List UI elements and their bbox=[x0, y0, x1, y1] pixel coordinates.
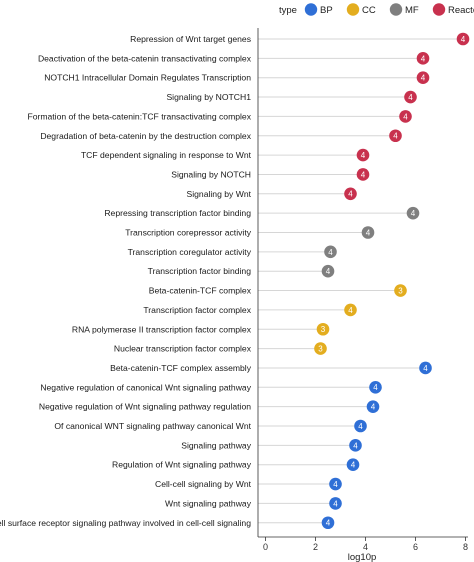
lollipop-point bbox=[321, 264, 335, 278]
term-label: Deactivation of the beta-catenin transac… bbox=[38, 53, 252, 63]
term-label: Degradation of beta-catenin by the destr… bbox=[40, 131, 251, 141]
point-count-label: 4 bbox=[358, 422, 363, 431]
lollipop-point bbox=[329, 477, 342, 491]
lollipop-point bbox=[356, 148, 370, 162]
term-label: Negative regulation of Wnt signaling pat… bbox=[39, 402, 251, 412]
lollipop-point bbox=[416, 52, 430, 65]
term-label: Regulation of Wnt signaling pathway bbox=[112, 460, 252, 470]
point-count-label: 3 bbox=[398, 286, 403, 295]
point-count-label: 4 bbox=[403, 112, 408, 121]
legend-title: type bbox=[279, 5, 297, 16]
lollipop-point bbox=[349, 439, 362, 452]
lollipop-point bbox=[404, 90, 417, 104]
point-count-label: 4 bbox=[348, 306, 353, 315]
legend-label-bp: BP bbox=[320, 5, 333, 16]
lollipop-point bbox=[366, 400, 380, 413]
x-tick-label: 4 bbox=[363, 542, 368, 552]
point-count-label: 4 bbox=[361, 151, 366, 160]
point-count-label: 4 bbox=[393, 132, 398, 141]
lollipop-point bbox=[354, 419, 367, 433]
term-label: Cell-cell signaling by Wnt bbox=[155, 479, 252, 489]
term-label: Beta-catenin-TCF complex bbox=[149, 286, 252, 296]
lollipop-point bbox=[389, 129, 402, 143]
x-tick-label: 6 bbox=[413, 542, 418, 552]
lollipop-point bbox=[456, 32, 470, 46]
legend-swatch-mf bbox=[389, 3, 403, 16]
lollipop-point bbox=[369, 381, 382, 394]
term-label: Beta-catenin-TCF complex assembly bbox=[110, 363, 252, 373]
x-tick-label: 0 bbox=[263, 542, 268, 552]
legend: type BP CC MF Reactome bbox=[279, 3, 474, 16]
point-count-label: 4 bbox=[461, 35, 466, 44]
term-label: Wnt signaling pathway bbox=[165, 498, 252, 508]
legend-label-reactome: Reactome bbox=[448, 5, 474, 16]
point-count-label: 4 bbox=[421, 54, 426, 63]
lollipop-point bbox=[321, 516, 335, 530]
term-label: Negative regulation of canonical Wnt sig… bbox=[40, 382, 251, 392]
point-count-label: 4 bbox=[373, 383, 378, 392]
point-count-label: 3 bbox=[321, 325, 326, 334]
term-label: Transcription coregulator activity bbox=[128, 247, 252, 257]
lollipop-point bbox=[416, 71, 430, 84]
point-count-label: 3 bbox=[318, 345, 323, 354]
term-label: Signaling by NOTCH bbox=[171, 169, 251, 179]
point-count-label: 4 bbox=[333, 480, 338, 489]
lollipop-point bbox=[406, 206, 420, 220]
point-count-label: 4 bbox=[348, 190, 353, 199]
legend-label-mf: MF bbox=[405, 5, 419, 16]
term-label: Repressing transcription factor binding bbox=[104, 208, 251, 218]
term-label: Formation of the beta-catenin:TCF transa… bbox=[27, 111, 251, 121]
lollipop-point bbox=[344, 187, 357, 201]
term-label: Of canonical WNT signaling pathway canon… bbox=[54, 421, 251, 431]
point-count-label: 4 bbox=[326, 519, 331, 528]
lollipop-point bbox=[394, 284, 407, 297]
lollipop-point bbox=[399, 110, 412, 123]
lollipop-point bbox=[419, 361, 432, 375]
term-label: TCF dependent signaling in response to W… bbox=[81, 150, 252, 160]
term-label: Signaling pathway bbox=[181, 440, 251, 450]
term-label: Signaling by Wnt bbox=[187, 189, 252, 199]
point-count-label: 4 bbox=[411, 209, 416, 218]
point-count-label: 4 bbox=[371, 403, 376, 412]
lollipop-point bbox=[324, 245, 337, 259]
term-label: Repression of Wnt target genes bbox=[130, 34, 251, 44]
legend-swatch-reactome bbox=[432, 3, 446, 16]
x-axis-title: log10p bbox=[348, 552, 377, 562]
term-label: Transcription corepressor activity bbox=[125, 228, 251, 238]
term-label: NOTCH1 Intracellular Domain Regulates Tr… bbox=[44, 73, 251, 83]
lollipop-point bbox=[329, 497, 342, 510]
term-label: RNA polymerase II transcription factor c… bbox=[72, 324, 252, 334]
point-count-label: 4 bbox=[351, 461, 356, 470]
point-count-label: 4 bbox=[366, 228, 371, 237]
point-count-label: 4 bbox=[333, 499, 338, 508]
point-count-label: 4 bbox=[326, 267, 331, 276]
x-tick-label: 8 bbox=[463, 542, 468, 552]
lollipop-point bbox=[361, 226, 375, 239]
lollipop-point bbox=[344, 303, 357, 317]
term-label: Transcription factor complex bbox=[143, 305, 251, 315]
term-label: Nuclear transcription factor complex bbox=[114, 344, 252, 354]
lollipop-point bbox=[356, 168, 370, 181]
lollipop-point bbox=[314, 342, 327, 355]
lollipop-point bbox=[316, 322, 330, 336]
point-count-label: 4 bbox=[408, 93, 413, 102]
lollipop-point bbox=[346, 458, 360, 472]
point-count-label: 4 bbox=[328, 248, 333, 257]
term-label: Signaling by NOTCH1 bbox=[166, 92, 251, 102]
legend-swatch-bp bbox=[304, 3, 318, 16]
point-count-label: 4 bbox=[353, 441, 358, 450]
point-count-label: 4 bbox=[421, 74, 426, 83]
point-count-label: 4 bbox=[423, 364, 428, 373]
term-label: Transcription factor binding bbox=[148, 266, 252, 276]
point-count-label: 4 bbox=[361, 170, 366, 179]
legend-swatch-cc bbox=[346, 3, 360, 16]
legend-label-cc: CC bbox=[362, 5, 376, 16]
x-tick-label: 2 bbox=[313, 542, 318, 552]
term-label: Cell surface receptor signaling pathway … bbox=[0, 518, 251, 528]
